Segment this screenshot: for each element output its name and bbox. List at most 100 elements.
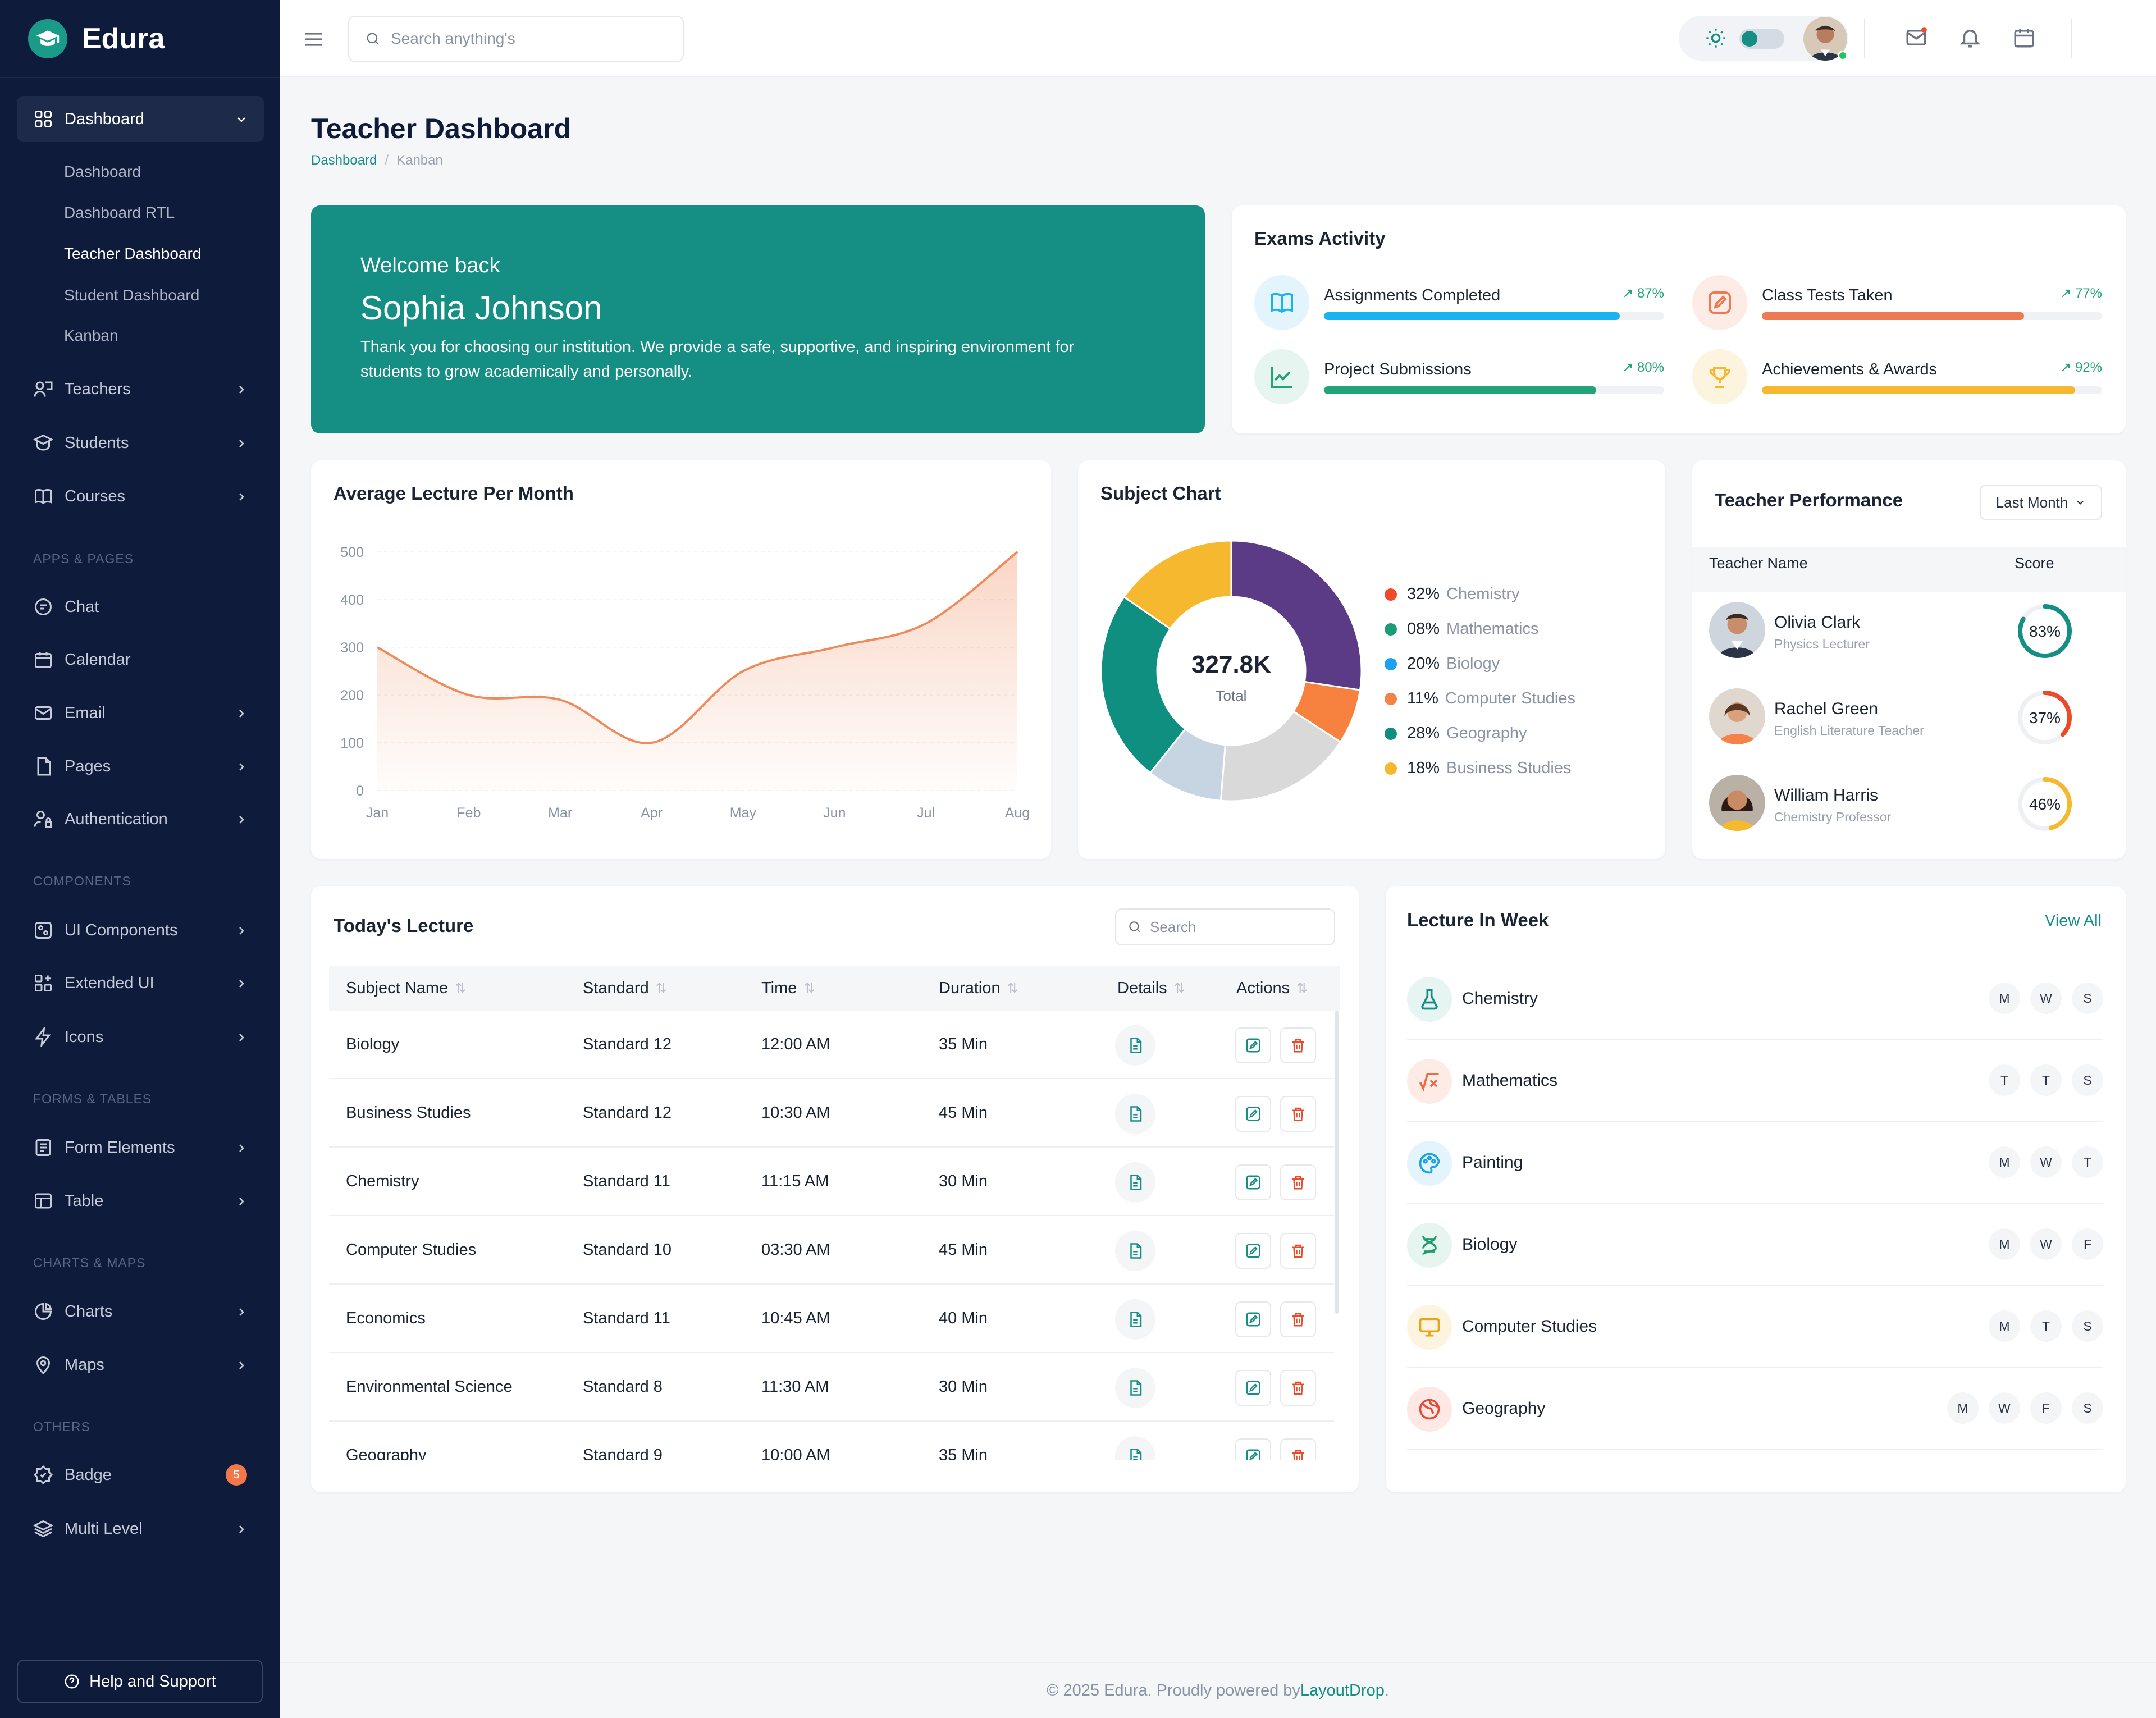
sidebar-item-ui-components[interactable]: UI Components bbox=[17, 907, 264, 953]
edit-button[interactable] bbox=[1235, 1301, 1271, 1337]
sidebar-item-students[interactable]: Students bbox=[17, 420, 264, 466]
search-input[interactable] bbox=[391, 30, 672, 48]
submenu-dashboard-rtl[interactable]: Dashboard RTL bbox=[64, 204, 175, 221]
sidebar-item-maps[interactable]: Maps bbox=[17, 1342, 264, 1388]
week-row[interactable]: Geography M W F S bbox=[1407, 1368, 2103, 1450]
legend-item[interactable]: 11% Computer Studies bbox=[1385, 689, 1575, 708]
cell-time: 03:30 AM bbox=[761, 1241, 830, 1259]
legend-percent: 11% bbox=[1407, 689, 1438, 707]
footer-link[interactable]: LayoutDrop bbox=[1300, 1681, 1385, 1699]
teacher-row[interactable]: Rachel Green English Literature Teacher … bbox=[1709, 688, 2113, 750]
last-month-dropdown[interactable]: Last Month bbox=[1980, 485, 2102, 520]
sidebar-item-dashboard[interactable]: Dashboard bbox=[17, 96, 264, 142]
delete-button[interactable] bbox=[1280, 1233, 1316, 1269]
sidebar-item-email[interactable]: Email bbox=[17, 690, 264, 736]
delete-button[interactable] bbox=[1280, 1370, 1316, 1406]
legend-item[interactable]: 32% Chemistry bbox=[1385, 585, 1520, 604]
submenu-dashboard[interactable]: Dashboard bbox=[64, 163, 141, 180]
th-standard[interactable]: Standard ⇅ bbox=[583, 979, 667, 998]
delete-button[interactable] bbox=[1280, 1164, 1316, 1200]
details-button[interactable] bbox=[1115, 1094, 1155, 1134]
teacher-row[interactable]: William Harris Chemistry Professor 46% bbox=[1709, 775, 2113, 837]
sidebar-item-icons[interactable]: Icons bbox=[17, 1014, 264, 1060]
delete-button[interactable] bbox=[1280, 1301, 1316, 1337]
day-pill: M bbox=[1989, 1146, 2020, 1178]
details-button[interactable] bbox=[1115, 1025, 1155, 1066]
legend-item[interactable]: 28% Geography bbox=[1385, 724, 1527, 743]
x-tick-label: Feb bbox=[456, 805, 481, 821]
edit-button[interactable] bbox=[1235, 1370, 1271, 1406]
sidebar-item-teachers[interactable]: Teachers bbox=[17, 366, 264, 412]
x-tick-label: Jan bbox=[366, 805, 389, 821]
pie-chart-icon bbox=[32, 1300, 54, 1323]
breadcrumb-dashboard[interactable]: Dashboard bbox=[311, 153, 377, 168]
donut-slice-chemistry[interactable] bbox=[1230, 540, 1363, 691]
details-button[interactable] bbox=[1115, 1368, 1155, 1408]
edit-button[interactable] bbox=[1235, 1233, 1271, 1269]
sidebar-item-badge[interactable]: Badge 5 bbox=[17, 1452, 264, 1498]
bell-icon[interactable] bbox=[1958, 26, 1982, 52]
donut-slice-geography[interactable] bbox=[1100, 596, 1187, 774]
week-row[interactable]: Biology M W F bbox=[1407, 1204, 2103, 1286]
sidebar-item-table[interactable]: Table bbox=[17, 1178, 264, 1224]
sidebar-item-charts[interactable]: Charts bbox=[17, 1288, 264, 1335]
submenu-kanban[interactable]: Kanban bbox=[64, 327, 118, 344]
details-button[interactable] bbox=[1115, 1436, 1155, 1460]
edit-button[interactable] bbox=[1235, 1164, 1271, 1200]
delete-button[interactable] bbox=[1280, 1438, 1316, 1460]
sidebar-item-authentication[interactable]: Authentication bbox=[17, 796, 264, 842]
week-row[interactable]: Chemistry M W S bbox=[1407, 958, 2103, 1040]
edit-button[interactable] bbox=[1235, 1438, 1271, 1460]
exam-label: Assignments Completed bbox=[1324, 286, 1501, 304]
donut-slice-business-studies[interactable] bbox=[1122, 540, 1232, 630]
view-all-link[interactable]: View All bbox=[2045, 912, 2102, 930]
sidebar-item-calendar[interactable]: Calendar bbox=[17, 637, 264, 683]
welcome-card: Welcome back Sophia Johnson Thank you fo… bbox=[311, 205, 1205, 433]
th-subject-name[interactable]: Subject Name ⇅ bbox=[346, 979, 466, 998]
cell-time: 10:00 AM bbox=[761, 1446, 830, 1460]
menu-icon[interactable] bbox=[302, 28, 325, 53]
th-actions[interactable]: Actions ⇅ bbox=[1236, 979, 1308, 998]
cell-duration: 40 Min bbox=[939, 1309, 988, 1327]
brand-logo[interactable]: Edura bbox=[28, 19, 165, 58]
sidebar-item-extended-ui[interactable]: Extended UI bbox=[17, 960, 264, 1006]
submenu-student-dashboard[interactable]: Student Dashboard bbox=[64, 286, 200, 304]
edit-button[interactable] bbox=[1235, 1096, 1271, 1132]
th-time[interactable]: Time ⇅ bbox=[761, 979, 815, 998]
table-scrollbar[interactable] bbox=[1335, 1011, 1339, 1314]
sidebar-item-form-elements[interactable]: Form Elements bbox=[17, 1125, 264, 1171]
legend-item[interactable]: 08% Mathematics bbox=[1385, 620, 1538, 638]
legend-item[interactable]: 18% Business Studies bbox=[1385, 759, 1572, 778]
trash-icon bbox=[1290, 1037, 1307, 1054]
edit-button[interactable] bbox=[1235, 1027, 1271, 1063]
mail-icon[interactable] bbox=[1904, 26, 1928, 52]
sidebar-item-pages[interactable]: Pages bbox=[17, 743, 264, 789]
week-row[interactable]: Painting M W T bbox=[1407, 1122, 2103, 1204]
sun-icon[interactable] bbox=[1705, 27, 1727, 49]
details-button[interactable] bbox=[1115, 1162, 1155, 1203]
day-pill: S bbox=[2072, 1310, 2103, 1342]
user-avatar[interactable] bbox=[1803, 17, 1847, 61]
sidebar-item-courses[interactable]: Courses bbox=[17, 473, 264, 519]
legend-item[interactable]: 20% Biology bbox=[1385, 655, 1500, 673]
donut-slice-biology[interactable] bbox=[1219, 710, 1342, 802]
theme-toggle[interactable] bbox=[1739, 29, 1784, 49]
delete-button[interactable] bbox=[1280, 1096, 1316, 1132]
sidebar-item-chat[interactable]: Chat bbox=[17, 584, 264, 630]
help-support-button[interactable]: Help and Support bbox=[17, 1660, 263, 1703]
th-duration[interactable]: Duration ⇅ bbox=[939, 979, 1018, 998]
submenu-teacher-dashboard[interactable]: Teacher Dashboard bbox=[64, 245, 202, 262]
details-button[interactable] bbox=[1115, 1299, 1155, 1340]
teacher-row[interactable]: Olivia Clark Physics Lecturer 83% bbox=[1709, 602, 2113, 664]
th-details[interactable]: Details ⇅ bbox=[1117, 979, 1185, 998]
details-button[interactable] bbox=[1115, 1231, 1155, 1271]
calendar-icon[interactable] bbox=[2012, 26, 2036, 52]
delete-button[interactable] bbox=[1280, 1027, 1316, 1063]
chevron-right-icon bbox=[235, 812, 248, 831]
sidebar-item-multi-level[interactable]: Multi Level bbox=[17, 1506, 264, 1552]
document-icon bbox=[1127, 1379, 1144, 1396]
week-row[interactable]: Computer Studies M T S bbox=[1407, 1286, 2103, 1368]
lecture-search-input[interactable] bbox=[1150, 918, 1318, 936]
score-ring bbox=[2018, 604, 2072, 658]
week-row[interactable]: Mathematics T T S bbox=[1407, 1040, 2103, 1122]
